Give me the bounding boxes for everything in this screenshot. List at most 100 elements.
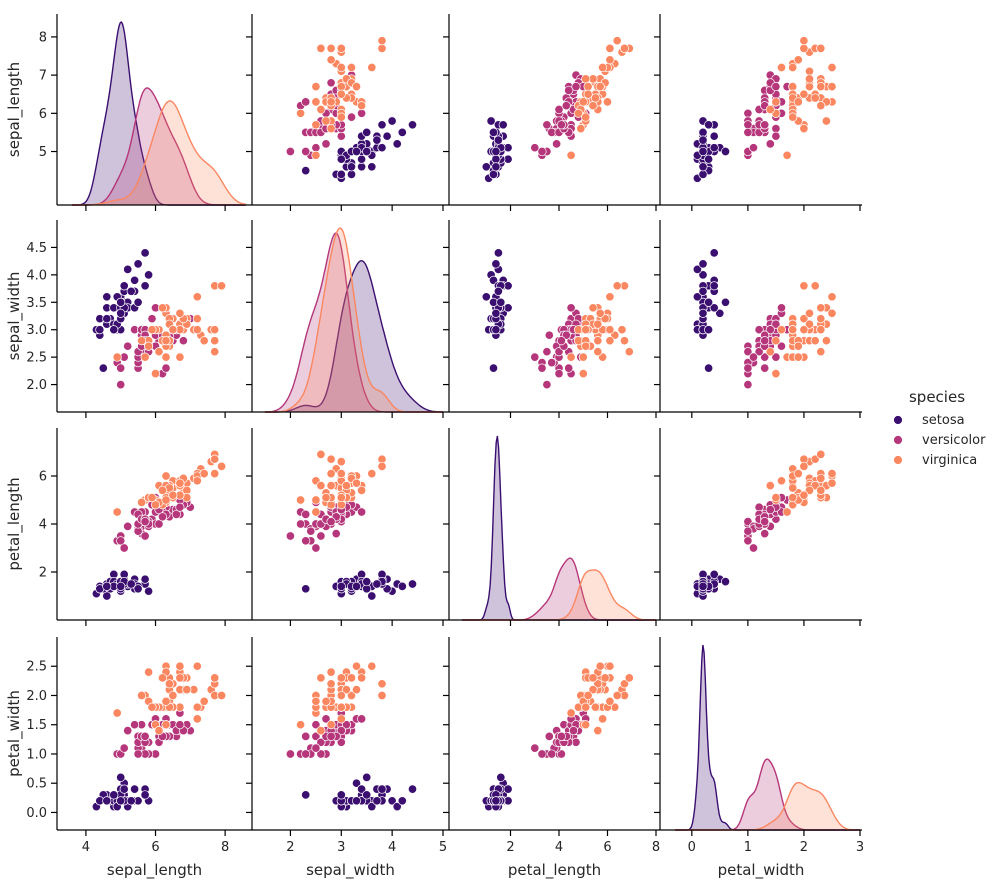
point-virginica xyxy=(147,493,157,503)
point-setosa xyxy=(116,308,126,318)
point-virginica xyxy=(112,507,122,517)
point-virginica xyxy=(799,325,809,335)
point-setosa xyxy=(387,796,397,806)
point-setosa xyxy=(392,139,402,149)
x-tick-label: 6 xyxy=(603,840,611,855)
point-versicolor xyxy=(537,363,547,373)
point-setosa xyxy=(407,120,418,130)
point-setosa xyxy=(698,169,708,179)
point-virginica xyxy=(583,690,593,701)
x-tick-label: 3 xyxy=(337,840,345,855)
point-setosa xyxy=(392,802,402,812)
point-setosa xyxy=(133,297,143,307)
point-virginica xyxy=(593,319,603,329)
point-virginica xyxy=(788,493,798,503)
point-virginica xyxy=(793,341,803,351)
x-tick-label: 8 xyxy=(652,840,660,855)
point-setosa xyxy=(491,308,501,318)
point-virginica xyxy=(192,314,202,324)
kde-line-setosa xyxy=(265,259,443,413)
panel-petal_width-vs-petal_width: 0 1 2 3 petal_width xyxy=(654,637,864,880)
point-virginica xyxy=(336,43,346,53)
point-virginica xyxy=(821,336,831,346)
point-virginica xyxy=(217,461,227,471)
point-versicolor xyxy=(116,536,126,546)
point-virginica xyxy=(612,281,622,291)
point-versicolor xyxy=(537,749,547,759)
point-virginica xyxy=(199,336,209,346)
point-setosa xyxy=(698,286,708,296)
point-versicolor xyxy=(743,120,753,130)
point-virginica xyxy=(810,281,820,291)
point-versicolor xyxy=(571,82,581,92)
point-virginica xyxy=(612,690,622,701)
point-setosa xyxy=(704,363,714,373)
point-setosa xyxy=(367,802,377,812)
y-tick-label: 8 xyxy=(39,30,47,45)
point-versicolor xyxy=(130,720,140,730)
point-setosa xyxy=(382,131,392,141)
point-virginica xyxy=(367,62,377,73)
point-virginica xyxy=(581,720,591,730)
point-versicolor xyxy=(296,519,306,529)
point-setosa xyxy=(301,584,311,594)
point-versicolor xyxy=(311,720,321,730)
point-virginica xyxy=(210,454,220,464)
point-versicolor xyxy=(301,749,311,759)
point-virginica xyxy=(210,347,220,357)
y-axis-label-petal_length: petal_length xyxy=(5,477,24,570)
point-virginica xyxy=(804,308,815,318)
panel-sepal_length-vs-sepal_length: 5 6 7 8 sepal_length xyxy=(5,14,252,211)
point-virginica xyxy=(598,714,608,724)
point-virginica xyxy=(583,89,593,99)
point-versicolor xyxy=(771,319,781,329)
point-virginica xyxy=(827,469,837,479)
point-virginica xyxy=(161,336,171,346)
x-axis-label-sepal_length: sepal_length xyxy=(107,861,202,880)
point-versicolor xyxy=(123,726,133,736)
point-setosa xyxy=(362,127,372,137)
point-setosa xyxy=(397,796,407,806)
point-versicolor xyxy=(140,531,150,541)
point-setosa xyxy=(102,581,112,591)
point-versicolor xyxy=(311,731,321,741)
point-virginica xyxy=(150,369,161,379)
point-virginica xyxy=(357,673,367,683)
point-virginica xyxy=(827,82,837,92)
point-versicolor xyxy=(316,531,326,541)
point-virginica xyxy=(326,97,336,107)
point-setosa xyxy=(140,790,150,800)
kde-fill-versicolor xyxy=(265,233,443,412)
point-setosa xyxy=(491,146,501,157)
point-setosa xyxy=(397,127,407,137)
x-tick-label: 3 xyxy=(856,840,864,855)
point-versicolor xyxy=(321,139,331,149)
panel-sepal_width-vs-petal_width xyxy=(654,220,862,418)
panel-sepal_width-vs-petal_length xyxy=(443,220,660,418)
point-versicolor xyxy=(140,517,150,527)
point-versicolor xyxy=(336,131,346,141)
point-versicolor xyxy=(566,303,576,313)
point-setosa xyxy=(351,796,362,806)
panel-sepal_length-vs-sepal_width xyxy=(246,14,449,211)
point-virginica xyxy=(311,495,321,505)
point-versicolor xyxy=(301,536,311,546)
x-tick-label: 5 xyxy=(439,840,447,855)
point-virginica xyxy=(112,708,122,718)
point-versicolor xyxy=(133,749,143,759)
panel-sepal_length-vs-petal_length xyxy=(443,14,660,211)
point-virginica xyxy=(816,325,826,335)
point-setosa xyxy=(498,120,508,130)
point-virginica xyxy=(367,469,377,479)
point-virginica xyxy=(612,36,622,46)
point-versicolor xyxy=(171,509,181,519)
point-setosa xyxy=(709,569,719,579)
point-virginica xyxy=(137,336,147,346)
y-tick-label: 3.5 xyxy=(26,296,47,311)
point-virginica xyxy=(157,485,168,495)
point-setosa xyxy=(491,154,501,164)
panel-sepal_width-vs-sepal_length: 2.0 2.5 3.0 3.5 4.0 4.5 sepal_width xyxy=(5,220,252,418)
y-tick-label: 4.0 xyxy=(26,268,47,283)
point-setosa xyxy=(357,784,367,794)
